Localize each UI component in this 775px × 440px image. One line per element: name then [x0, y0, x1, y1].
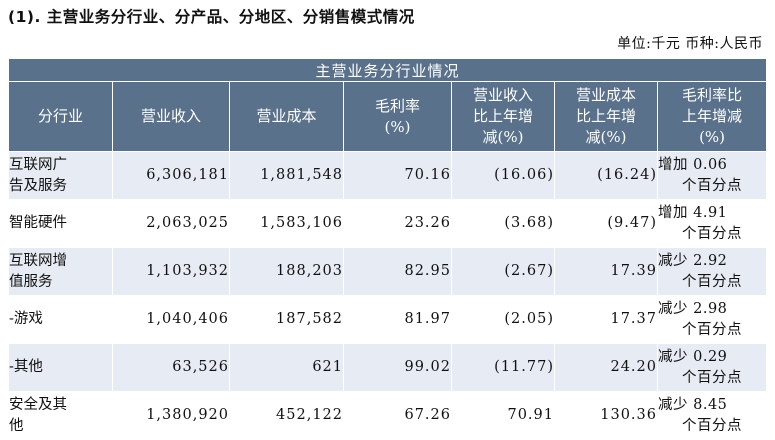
column-header: 营业成本	[229, 81, 344, 152]
revenue-cell: 1,040,406	[112, 295, 230, 344]
column-header: 营业收入 比上年增 减(%)	[451, 81, 555, 152]
cost-change-cell: 24.20	[554, 343, 658, 392]
revenue-cell: 63,526	[112, 343, 230, 392]
cost-cell: 452,122	[229, 391, 344, 440]
revenue-cell: 2,063,025	[112, 199, 230, 248]
cost-change-cell: 17.37	[554, 295, 658, 344]
table-row: -其他 63,526 621 99.02 (11.77) 24.20 减少 0.29 个百分点	[8, 343, 768, 392]
margin-cell: 82.95	[343, 247, 452, 296]
margin-change-unit: 个百分点	[682, 177, 743, 194]
margin-change-cell: 减少 0.29 个百分点	[656, 343, 768, 392]
margin-cell: 23.26	[343, 199, 452, 248]
cost-cell: 621	[229, 343, 344, 392]
cost-change-cell: (9.47)	[554, 199, 658, 248]
margin-change-cell: 减少 8.45 个百分点	[656, 391, 768, 440]
table-body: 互联网广 告及服务 6,306,181 1,881,548 70.16 (16.06) (1…	[8, 151, 768, 440]
margin-cell: 81.97	[343, 295, 452, 344]
table-row: 智能硬件 2,063,025 1,583,106 23.26 (3.68) (9.47) 增…	[8, 199, 768, 248]
column-header: 营业收入	[112, 81, 230, 152]
cost-cell: 1,881,548	[229, 151, 344, 200]
margin-change-value: 减少 0.29	[658, 348, 728, 365]
margin-change-unit: 个百分点	[682, 321, 743, 338]
segment-name-cell: -其他	[8, 343, 113, 392]
margin-change-value: 增加 4.91	[658, 204, 728, 221]
margin-cell: 99.02	[343, 343, 452, 392]
cost-change-cell: 130.36	[554, 391, 658, 440]
revenue-cell: 1,380,920	[112, 391, 230, 440]
header-row: 分行业 营业收入 营业成本 毛利率 (%) 营业收入 比上年增 减(%) 营业成本 比上年增 减(%…	[8, 81, 768, 152]
margin-change-value: 减少 2.92	[658, 252, 728, 269]
margin-change-unit: 个百分点	[682, 225, 743, 242]
column-header: 营业成本 比上年增 减(%)	[554, 81, 658, 152]
unit-currency-note: 单位:千元 币种:人民币	[617, 36, 763, 52]
margin-change-value: 减少 8.45	[658, 396, 728, 413]
margin-change-cell: 增加 0.06 个百分点	[656, 151, 768, 200]
margin-change-unit: 个百分点	[682, 369, 743, 386]
margin-change-cell: 增加 4.91 个百分点	[656, 199, 768, 248]
segment-name-cell: 互联网广 告及服务	[8, 151, 113, 200]
table-row: 互联网广 告及服务 6,306,181 1,881,548 70.16 (16.06) (1…	[8, 151, 768, 200]
margin-cell: 70.16	[343, 151, 452, 200]
table-title: 主营业务分行业情况	[7, 58, 768, 82]
revenue-cell: 6,306,181	[112, 151, 230, 200]
margin-change-unit: 个百分点	[682, 273, 743, 290]
revenue-change-cell: (2.67)	[451, 247, 555, 296]
revenue-change-cell: 70.91	[451, 391, 555, 440]
margin-change-unit: 个百分点	[682, 417, 743, 434]
column-header: 毛利率比 上年增减 (%)	[656, 81, 768, 152]
revenue-change-cell: (3.68)	[451, 199, 555, 248]
column-header: 分行业	[8, 81, 113, 152]
segment-name-cell: -游戏	[8, 295, 113, 344]
revenue-change-cell: (11.77)	[451, 343, 555, 392]
cost-cell: 1,583,106	[229, 199, 344, 248]
margin-change-value: 增加 0.06	[658, 156, 728, 173]
segment-name-cell: 安全及其他	[8, 391, 113, 440]
margin-change-cell: 减少 2.92 个百分点	[656, 247, 768, 296]
cost-cell: 187,582	[229, 295, 344, 344]
segment-name-cell: 互联网增 值服务	[8, 247, 113, 296]
cost-cell: 188,203	[229, 247, 344, 296]
column-header: 毛利率 (%)	[343, 81, 452, 152]
cost-change-cell: (16.24)	[554, 151, 658, 200]
table-row: -游戏 1,040,406 187,582 81.97 (2.05) 17.37 减少 2.…	[8, 295, 768, 344]
segment-name-cell: 智能硬件	[8, 199, 113, 248]
table-row: 安全及其他 1,380,920 452,122 67.26 70.91 130.36 减少 …	[8, 391, 768, 440]
revenue-change-cell: (2.05)	[451, 295, 555, 344]
table-row: 互联网增 值服务 1,103,932 188,203 82.95 (2.67) 17.39 减…	[8, 247, 768, 296]
cost-change-cell: 17.39	[554, 247, 658, 296]
margin-cell: 67.26	[343, 391, 452, 440]
revenue-cell: 1,103,932	[112, 247, 230, 296]
section-heading: (1). 主营业务分行业、分产品、分地区、分销售模式情况	[8, 8, 415, 26]
segment-table: 主营业务分行业情况 分行业 营业收入 营业成本 毛利率 (%) 营业收入 比上年增 减(%) 营…	[7, 58, 768, 440]
revenue-change-cell: (16.06)	[451, 151, 555, 200]
margin-change-value: 减少 2.98	[658, 300, 728, 317]
margin-change-cell: 减少 2.98 个百分点	[656, 295, 768, 344]
